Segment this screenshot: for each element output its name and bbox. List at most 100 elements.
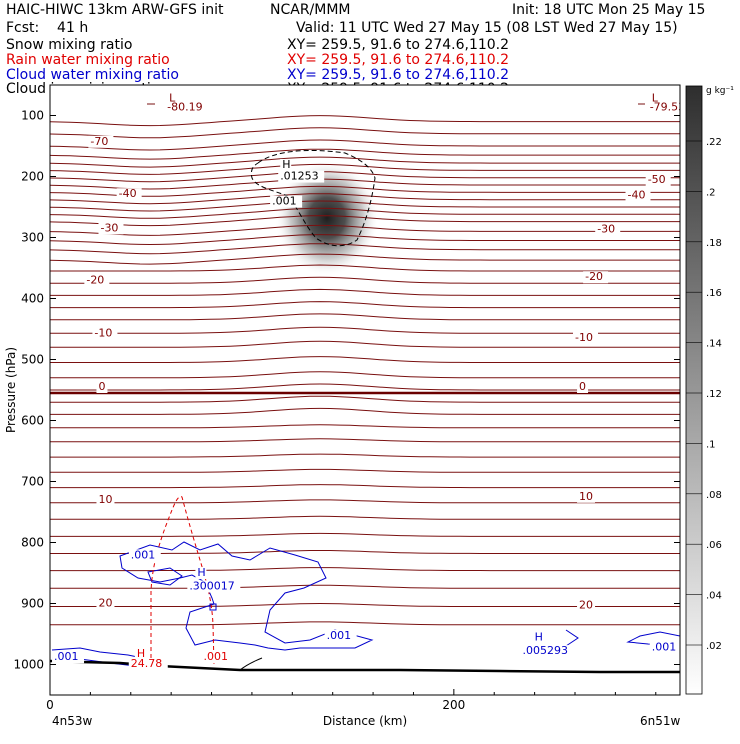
isotherm-label: -40 — [628, 188, 646, 201]
label-backing — [625, 189, 651, 202]
isotherm-line — [50, 499, 680, 504]
label-backing — [165, 101, 212, 114]
label-backing — [577, 490, 596, 503]
field-cloudwater-label: Cloud water mixing ratio — [6, 67, 179, 83]
y-tick-label: 300 — [21, 231, 44, 245]
label-backing — [98, 222, 124, 235]
isotherm-line — [50, 532, 680, 537]
isotherm-line — [50, 340, 680, 348]
label-backing — [595, 223, 621, 236]
colorbar-tick-label: .04 — [706, 591, 722, 602]
y-tick-label: 800 — [21, 536, 44, 550]
contour-extremum-label: .001 — [272, 195, 297, 208]
label-backing — [88, 135, 114, 148]
figure-header: HAIC-HIWC 13km ARW-GFS init NCAR/MMM Ini… — [6, 2, 705, 36]
contour-extremum-label: .001 — [652, 640, 677, 653]
colorbar: g kg⁻¹ .22 .2 .18 .16 .14 .12 .1 .08 .06 .04 .02 — [685, 85, 734, 695]
contour-extremum-label: 24.78 — [131, 657, 163, 670]
isotherm-line — [50, 215, 680, 227]
isotherm-line — [50, 356, 680, 363]
isotherm-line — [50, 163, 680, 175]
x-endpoint-left: 4n53w — [52, 714, 93, 728]
y-tick-label: 400 — [21, 292, 44, 306]
isotherm-line — [50, 371, 680, 379]
isotherm-label: -10 — [94, 326, 112, 339]
isotherm-label: 10 — [98, 493, 112, 506]
isotherm-label: -30 — [597, 223, 615, 236]
label-backing — [96, 493, 115, 506]
contour-extremum-label: .001 — [203, 650, 228, 663]
isotherm-line — [50, 395, 680, 403]
isotherm-line — [50, 224, 680, 236]
isotherm-line — [50, 484, 680, 489]
isotherm-label: 10 — [579, 490, 593, 503]
field-snow-xy: XY= 259.5, 91.6 to 274.6,110.2 — [287, 37, 509, 53]
rain-water-contour — [150, 496, 215, 666]
contour-extremum-label: H — [137, 647, 145, 660]
colorbar-tick-label: .16 — [706, 288, 722, 299]
isotherm-label: -40 — [119, 187, 137, 200]
label-backing — [167, 92, 179, 105]
isotherm-label: 20 — [579, 598, 593, 611]
isotherm-label: 20 — [98, 597, 112, 610]
x-tick-label: 0 — [46, 698, 54, 712]
y-tick-label: 100 — [21, 109, 44, 123]
colorbar-bar — [685, 85, 703, 695]
isotherm-line — [50, 453, 680, 458]
snow-mixing-shading — [275, 160, 379, 276]
isotherm-line — [50, 156, 680, 168]
colorbar-unit: g kg⁻¹ — [706, 86, 734, 96]
label-backing — [52, 651, 85, 664]
label-backing — [573, 332, 598, 345]
contour-extremum-label: .001 — [54, 650, 79, 663]
y-tick-label: 200 — [21, 170, 44, 184]
isotherm-line — [50, 185, 680, 197]
isotherm-label: -30 — [100, 221, 118, 234]
colorbar-tick-label: .1 — [706, 439, 716, 450]
isotherm-line — [50, 200, 680, 212]
colorbar-tick-label: .08 — [706, 490, 722, 501]
isotherm-line — [50, 621, 680, 626]
y-tick-label: 900 — [21, 597, 44, 611]
label-backing — [324, 629, 357, 642]
isotherm-line — [50, 139, 680, 151]
header-institution: NCAR/MMM — [270, 2, 351, 18]
contour-extremum-label: .005293 — [523, 644, 569, 657]
isotherm-line — [50, 584, 680, 589]
label-backing — [532, 631, 544, 644]
contour-extremum-label: .01253 — [280, 170, 319, 183]
label-backing — [96, 597, 115, 610]
plot-frame — [49, 84, 681, 696]
isotherm-line — [50, 515, 680, 520]
y-tick-label: 1000 — [13, 658, 44, 672]
colorbar-tick-label: .12 — [706, 389, 722, 400]
header-init-time: Init: 18 UTC Mon 25 May 15 — [512, 2, 705, 18]
isotherm-line — [50, 127, 680, 139]
isotherm-line — [50, 264, 680, 272]
label-backing — [577, 381, 589, 393]
isotherm-line — [50, 602, 680, 607]
label-backing — [201, 651, 234, 664]
contour-extremum-label: .001 — [131, 548, 156, 561]
field-rain-label: Rain water mixing ratio — [6, 52, 170, 68]
isotherm-line — [50, 115, 680, 127]
field-snow-label: Snow mixing ratio — [6, 37, 132, 53]
label-backing — [270, 195, 303, 208]
label-backing — [134, 648, 146, 661]
isotherm-line — [50, 383, 680, 391]
isotherm-label: -50 — [648, 173, 666, 186]
isotherm-line — [50, 171, 680, 183]
label-backing — [96, 381, 108, 393]
label-backing — [649, 92, 661, 105]
isotherm-line — [50, 301, 680, 309]
label-backing — [84, 274, 110, 287]
contour-extremum-label: -80.19 — [167, 101, 202, 114]
isotherm-label: 0 — [98, 380, 105, 393]
isotherm-line — [50, 276, 680, 284]
distance-axis: 0 200 — [46, 689, 657, 712]
contour-extremum-label: L — [169, 91, 176, 104]
label-backing — [128, 657, 168, 670]
